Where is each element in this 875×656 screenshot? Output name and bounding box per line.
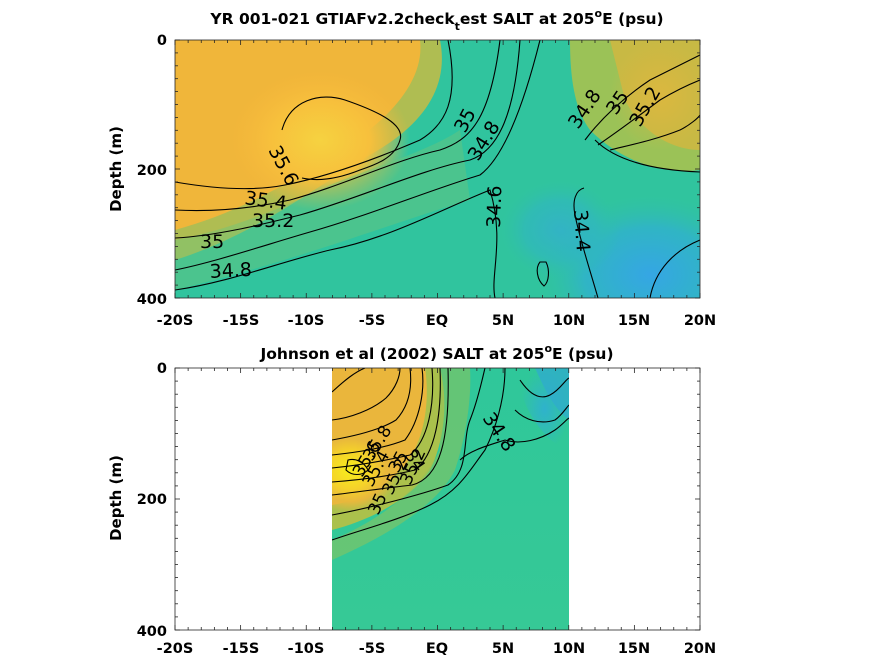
- top-y-tick-labels: 0 200 400: [137, 33, 167, 308]
- y-tick-label: 0: [157, 361, 167, 377]
- y-tick-label: 0: [157, 33, 167, 49]
- x-tick-label: 5N: [492, 641, 514, 656]
- top-x-tick-labels: -20S -15S -10S -5S EQ 5N 10N 15N 20N: [157, 313, 716, 329]
- x-tick-label: 5N: [492, 313, 514, 329]
- x-tick-label: -5S: [359, 641, 386, 656]
- x-tick-label: 20N: [684, 641, 716, 656]
- x-tick-label: -10S: [288, 641, 325, 656]
- x-tick-label: -20S: [157, 313, 194, 329]
- bottom-chart-title: Johnson et al (2002) SALT at 205oE (psu): [259, 342, 613, 363]
- top-ticks: [174, 39, 701, 299]
- y-tick-label: 200: [137, 492, 167, 508]
- contour-label: 34.4: [569, 209, 594, 253]
- x-tick-label: 15N: [618, 641, 650, 656]
- top-panel: YR 001-021 GTIAFv2.2checktest SALT at 20…: [107, 7, 716, 329]
- x-tick-label: -15S: [223, 641, 260, 656]
- contour-label: 35: [200, 231, 224, 253]
- top-contours: [175, 40, 700, 298]
- bottom-y-tick-labels: 0 200 400: [137, 361, 167, 640]
- x-tick-label: -10S: [288, 313, 325, 329]
- bottom-heatmap: [332, 368, 569, 630]
- x-tick-label: -20S: [157, 641, 194, 656]
- contour-label: 35.2: [252, 210, 294, 232]
- x-tick-label: EQ: [426, 641, 448, 656]
- contour-label: 34.8: [209, 259, 252, 283]
- x-tick-label: 15N: [618, 313, 650, 329]
- y-tick-label: 400: [137, 624, 167, 640]
- x-tick-label: EQ: [426, 313, 448, 329]
- top-y-axis-label: Depth (m): [107, 126, 125, 212]
- y-tick-label: 200: [137, 163, 167, 179]
- contour-label: 34.6: [483, 185, 506, 228]
- bottom-panel: Johnson et al (2002) SALT at 205oE (psu): [107, 342, 716, 656]
- x-tick-label: -15S: [223, 313, 260, 329]
- bottom-y-axis-label: Depth (m): [107, 455, 125, 541]
- bottom-contours: [332, 368, 569, 541]
- x-tick-label: 10N: [553, 313, 585, 329]
- bottom-ticks: [174, 367, 701, 631]
- x-tick-label: 10N: [553, 641, 585, 656]
- top-heatmap: [175, 40, 700, 298]
- y-tick-label: 400: [137, 292, 167, 308]
- bottom-x-tick-labels: -20S -15S -10S -5S EQ 5N 10N 15N 20N: [157, 641, 716, 656]
- x-tick-label: -5S: [359, 313, 386, 329]
- x-tick-label: 20N: [684, 313, 716, 329]
- top-chart-title: YR 001-021 GTIAFv2.2checktest SALT at 20…: [209, 7, 663, 33]
